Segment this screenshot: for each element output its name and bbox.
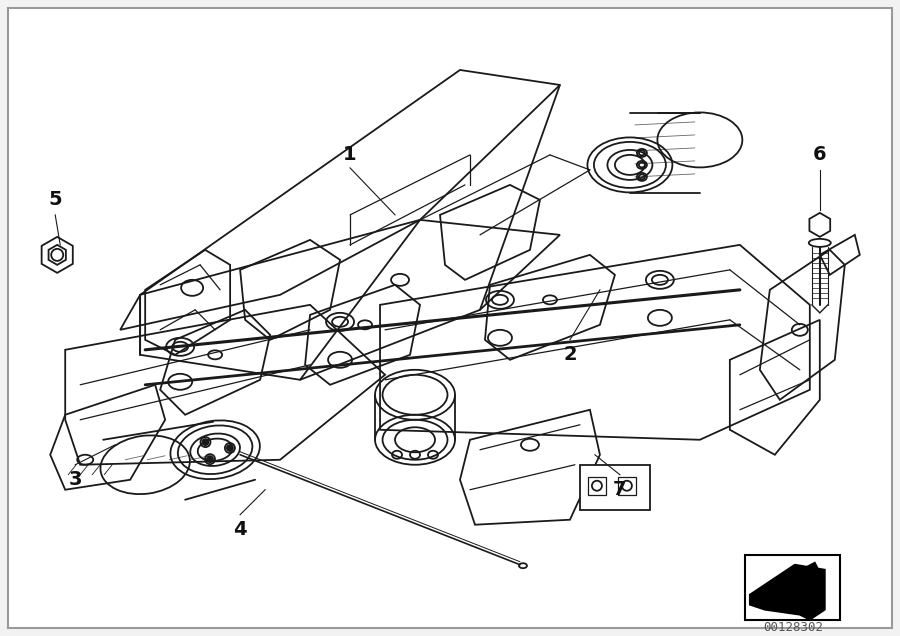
Text: 2: 2 <box>563 345 577 364</box>
Bar <box>580 465 650 509</box>
Text: 5: 5 <box>49 190 62 209</box>
Bar <box>618 477 636 495</box>
Circle shape <box>51 249 63 261</box>
Text: 7: 7 <box>613 480 626 499</box>
Text: 6: 6 <box>813 146 826 165</box>
Text: 4: 4 <box>233 520 247 539</box>
Text: 1: 1 <box>343 146 357 165</box>
Polygon shape <box>773 563 820 595</box>
Polygon shape <box>750 565 824 619</box>
Circle shape <box>227 445 233 451</box>
Circle shape <box>207 456 213 462</box>
Bar <box>745 555 840 619</box>
Text: 3: 3 <box>68 470 82 489</box>
Circle shape <box>202 439 209 445</box>
Bar <box>588 477 606 495</box>
Text: 00128302: 00128302 <box>763 621 823 634</box>
